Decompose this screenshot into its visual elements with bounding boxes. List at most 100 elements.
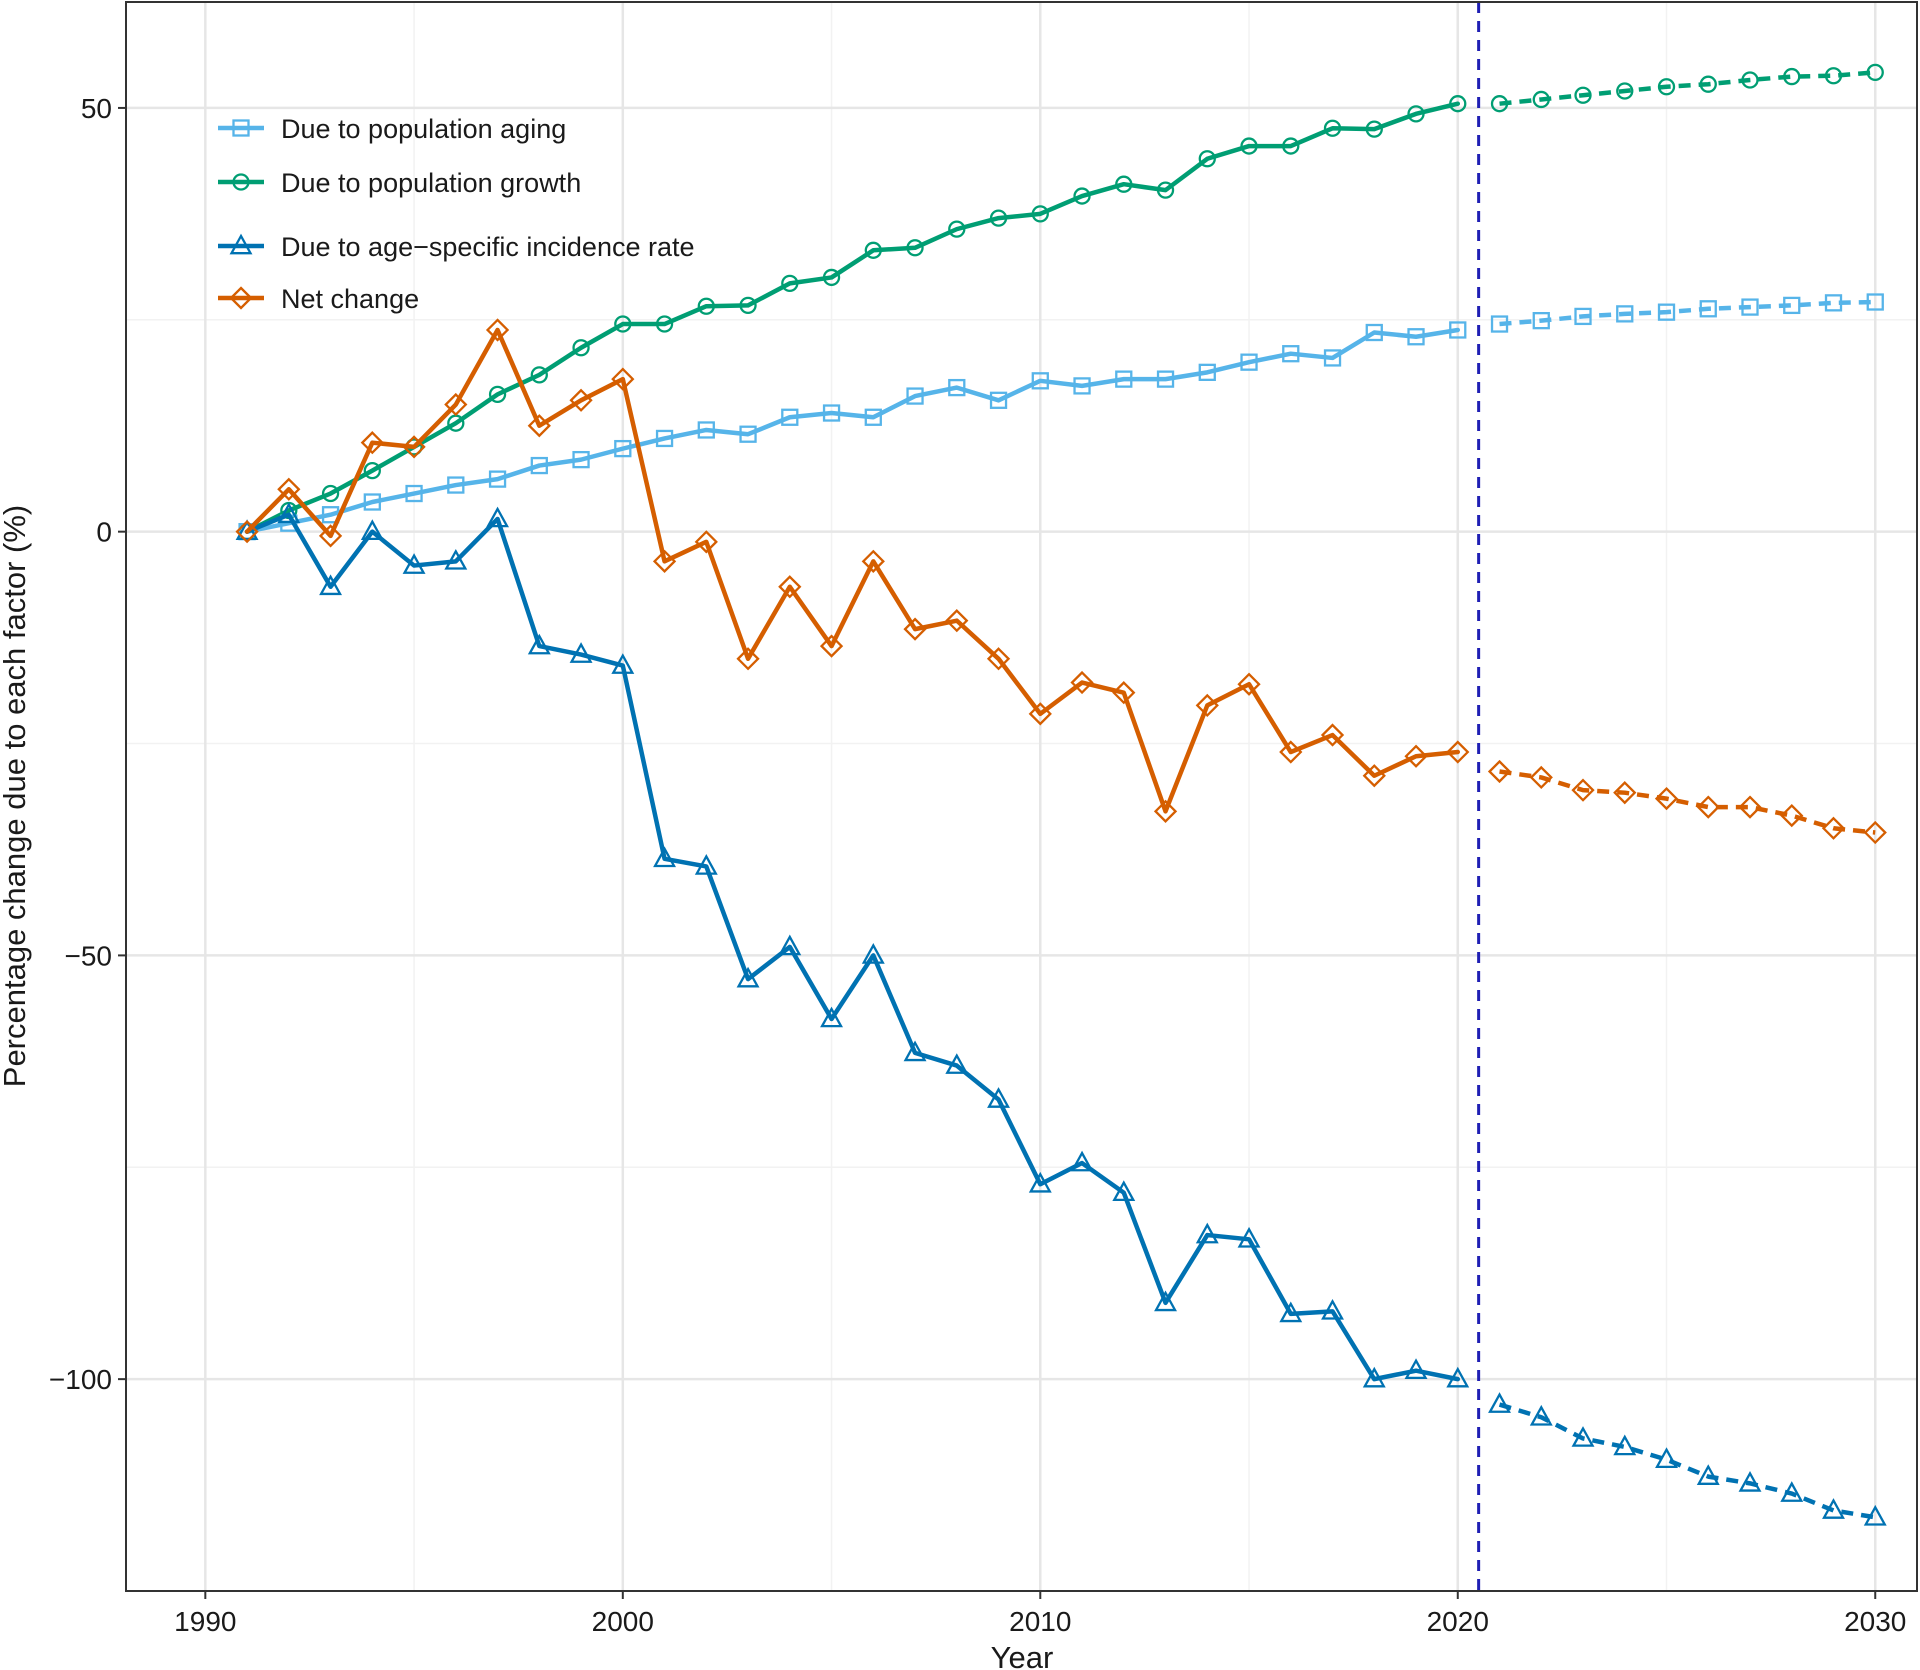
data-point [1156,181,1175,199]
data-point [488,470,507,488]
data-point [614,439,632,458]
data-point-forecast [1780,1481,1804,1502]
data-point-forecast [1490,95,1509,113]
data-point [697,421,715,439]
data-point [739,296,757,315]
data-point-forecast [1824,67,1843,85]
data-point [903,617,927,641]
data-point [277,502,301,524]
x-tick-label: 2010 [1009,1606,1071,1637]
data-point-forecast [1699,300,1717,318]
data-point [1153,799,1178,823]
data-point [906,239,924,257]
data-point [739,425,757,443]
data-point [360,519,384,541]
series-layer [235,63,1887,1526]
data-point [363,493,381,511]
data-point [530,366,548,384]
data-point [1449,321,1467,339]
data-point [778,934,802,956]
data-point [447,476,465,494]
series-line-observed [244,327,1461,814]
data-point [1156,370,1175,388]
data-point-forecast [1613,1434,1637,1456]
data-point [444,548,468,570]
data-point-forecast [1822,1498,1845,1519]
data-point [444,392,468,417]
data-point [614,315,632,333]
legend-label: Due to population aging [281,114,566,144]
data-point [1449,95,1467,113]
data-point [1198,150,1216,168]
data-point [1362,764,1386,788]
data-point-forecast [1821,816,1846,840]
data-point [1240,137,1258,155]
legend-key-marker [229,286,253,310]
plot-panel-border [125,1,1918,1592]
series-3 [235,502,1887,1526]
data-point [652,549,677,573]
data-point [864,241,882,259]
data-point [945,1053,969,1074]
data-point-forecast [1529,1404,1553,1426]
data-point [1028,702,1052,726]
data-point [1279,1301,1303,1323]
y-tick-label: −100 [49,1364,112,1395]
data-point [820,1006,843,1028]
data-point [402,553,426,574]
data-point [1320,723,1345,747]
data-point [569,642,593,663]
data-point-forecast [1654,786,1679,811]
data-point-forecast [1863,1504,1887,1526]
series-line-forecast [1499,299,1876,327]
data-point [697,297,715,315]
data-point-forecast [1741,298,1759,316]
data-point-forecast [1613,781,1637,805]
data-point [611,367,635,391]
data-point-forecast [1696,795,1720,819]
series-1 [238,293,1884,541]
data-point-forecast [1490,315,1509,333]
data-point [1446,740,1470,764]
data-point-forecast [1738,1470,1762,1492]
data-point [1282,137,1300,155]
data-point [527,414,551,438]
data-point [948,378,966,397]
data-point-forecast [1532,90,1550,109]
data-point [405,484,423,503]
data-point-forecast [1488,1392,1511,1413]
data-point [653,846,677,868]
data-point [989,209,1008,227]
data-point [277,477,301,501]
data-point [1237,672,1261,696]
data-point [864,408,882,426]
data-point [527,633,551,655]
data-point-forecast [1657,78,1676,96]
data-point-forecast [1655,1447,1678,1468]
legend-label: Due to age−specific incidence rate [281,232,695,262]
data-point [694,530,718,554]
data-point-forecast [1487,759,1512,784]
legend-label: Due to population growth [281,168,581,198]
data-point-forecast [1783,67,1801,86]
data-point [486,506,510,528]
data-point [1237,1226,1261,1248]
data-point [861,943,885,964]
y-axis-title: Percentage change due to each factor (%) [0,505,32,1087]
data-point [1279,740,1303,764]
x-tick-label: 2030 [1844,1606,1906,1637]
data-point [611,653,635,674]
data-point-forecast [1657,303,1676,321]
data-point [1073,187,1091,205]
series-line-forecast [1499,70,1876,106]
y-tick-label: −50 [65,940,113,971]
axes: 1990 2000 2010 2020 2030 50 0 −50 −100 [49,93,1906,1637]
series-line-forecast [1498,1402,1876,1520]
data-point [822,404,841,422]
data-point [945,609,969,633]
data-point [987,1087,1010,1108]
data-point [1365,120,1383,138]
data-point-forecast [1780,803,1804,828]
data-point-forecast [1616,305,1634,323]
